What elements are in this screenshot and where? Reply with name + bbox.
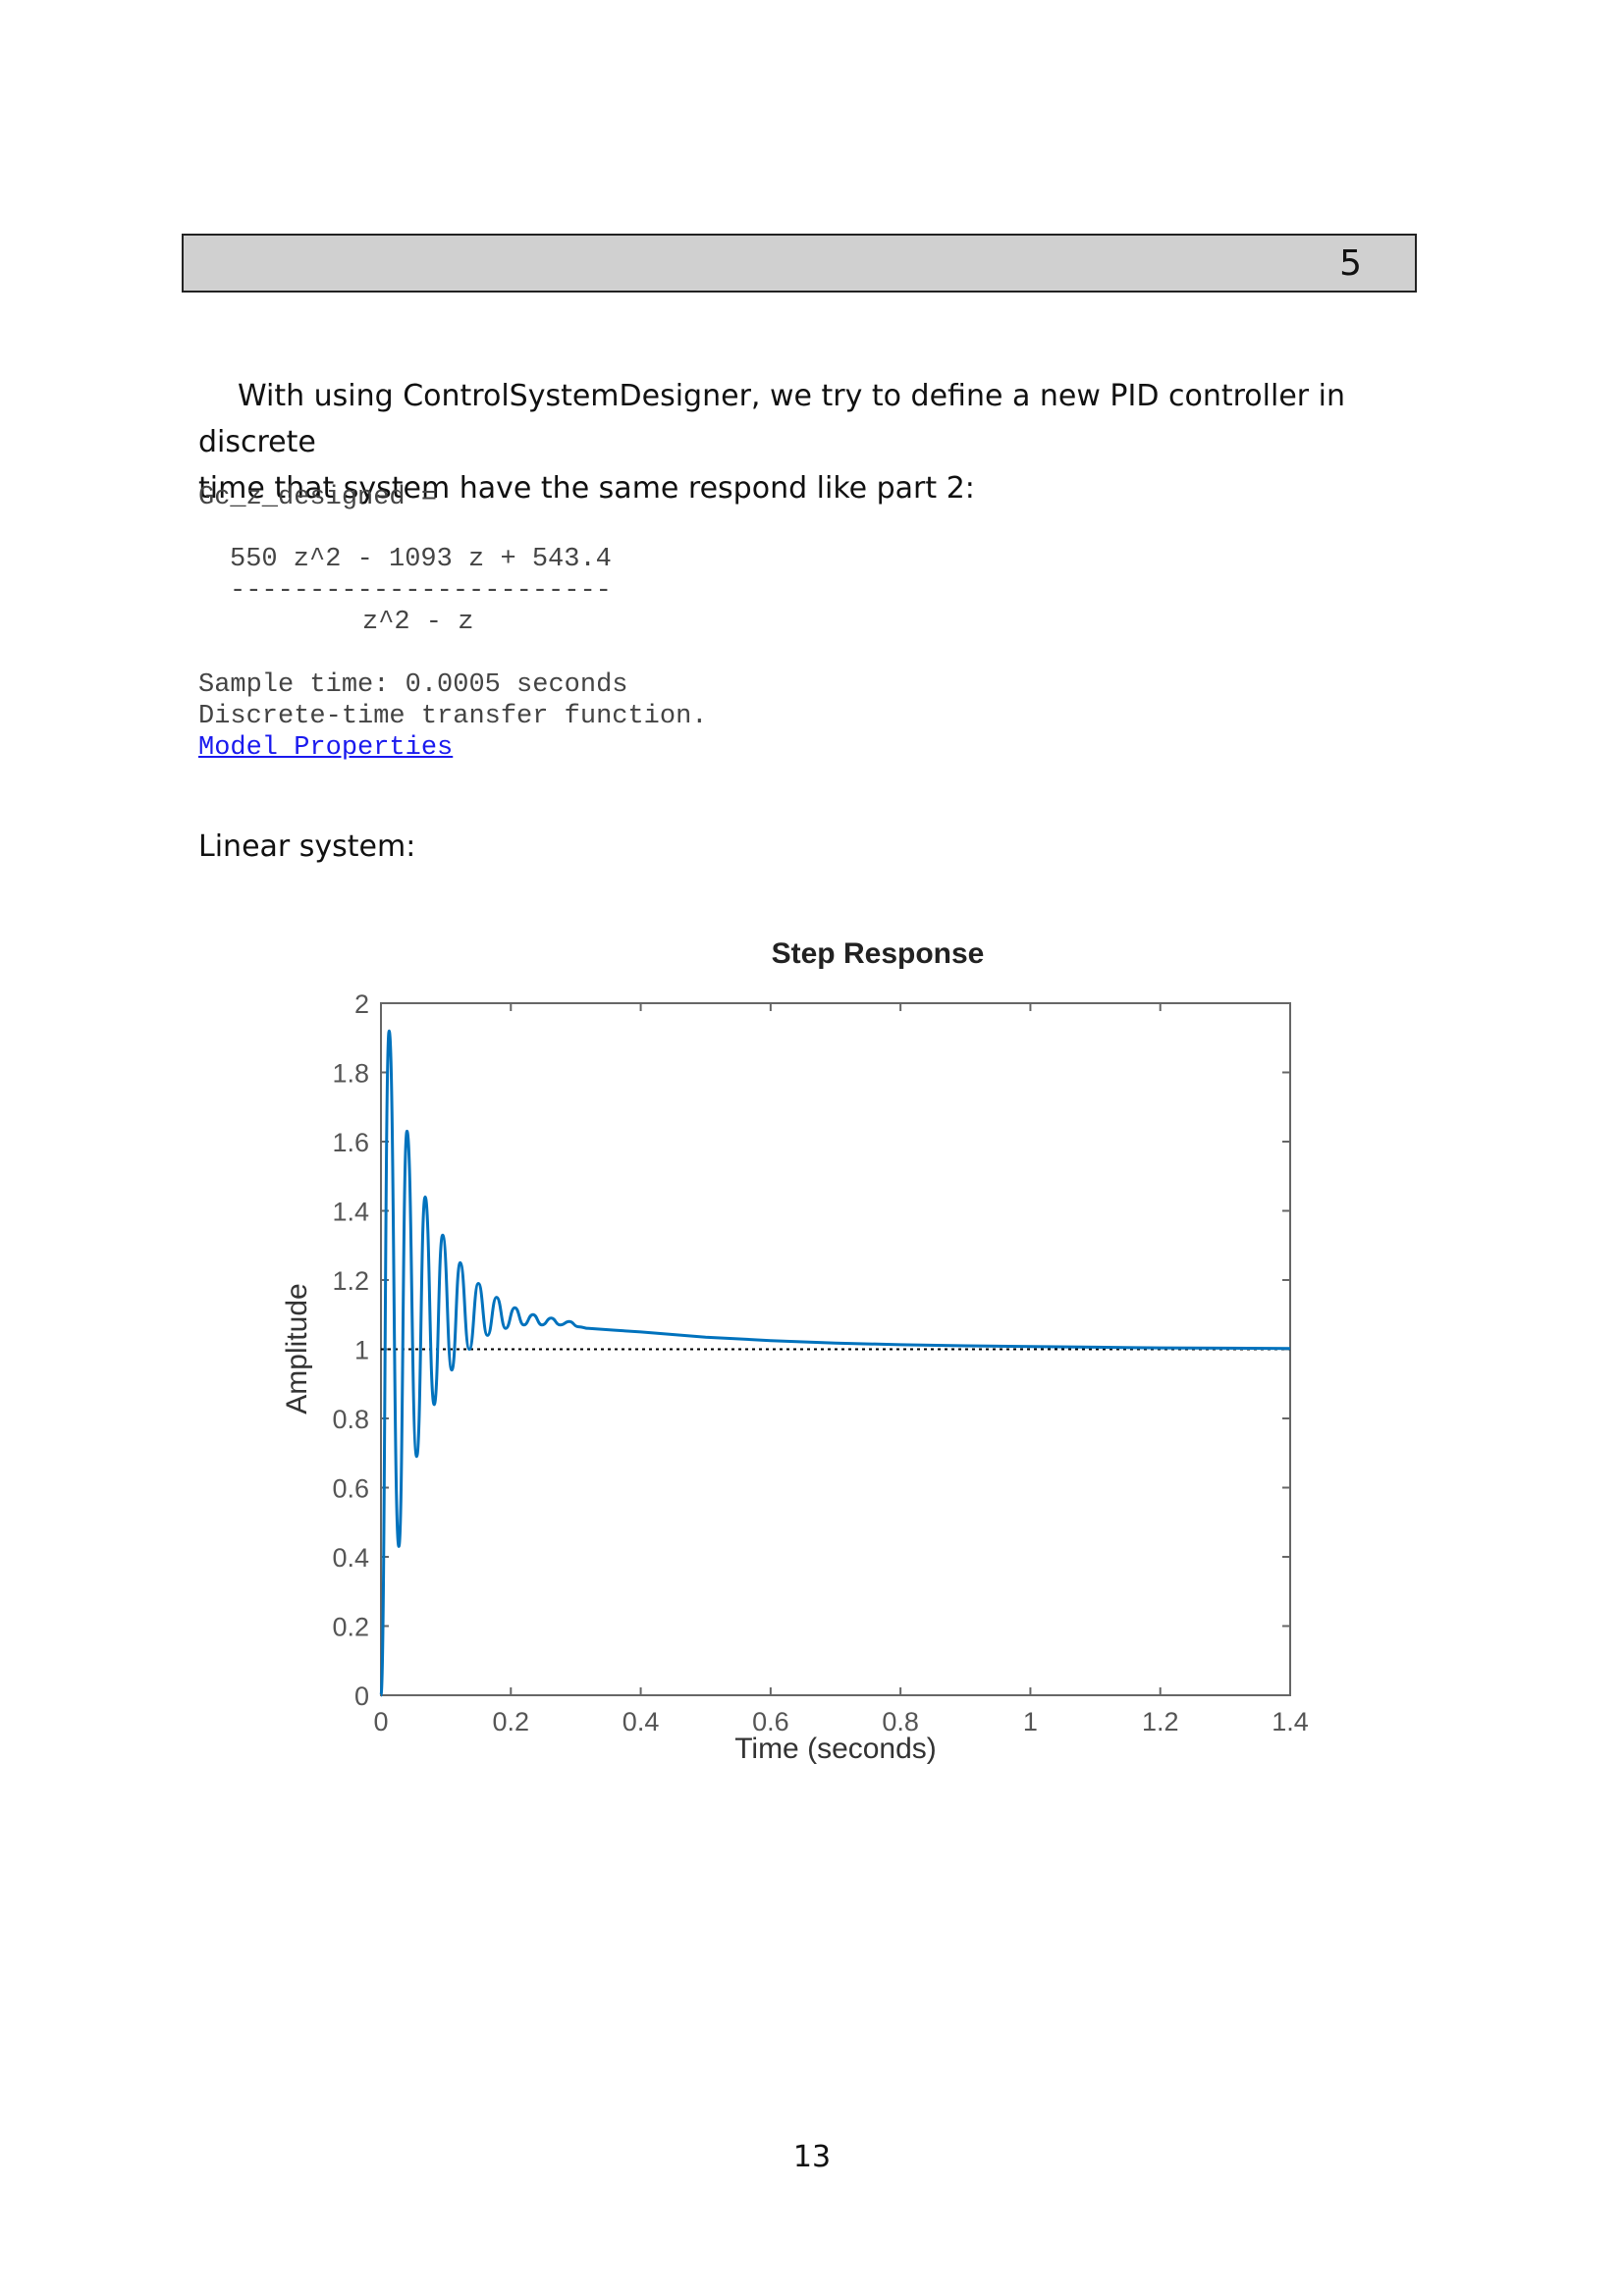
x-tick-labels: 0 0.2 0.4 0.6 0.8 1 1.2 1.4	[373, 1707, 1308, 1736]
x-tick-label: 0	[373, 1707, 388, 1736]
y-tick-label: 0	[354, 1682, 369, 1711]
section-header-bar: 5	[182, 234, 1417, 293]
x-axis-label: Time (seconds)	[734, 1733, 937, 1765]
x-tick-label: 1.4	[1272, 1707, 1309, 1736]
y-tick-label: 0.6	[332, 1474, 369, 1504]
y-tick-label: 1.4	[332, 1198, 369, 1227]
x-tick-label: 1.2	[1142, 1707, 1179, 1736]
code-description: Discrete-time transfer function.	[198, 702, 708, 731]
y-tick-label: 0.4	[332, 1543, 369, 1573]
code-denominator: z^2 - z	[362, 608, 474, 637]
y-tick-label: 1.6	[332, 1128, 369, 1157]
code-sample-time: Sample time: 0.0005 seconds	[198, 670, 628, 700]
section-label: Linear system:	[198, 829, 416, 864]
y-tick-label: 1.2	[332, 1266, 369, 1296]
y-tick-label: 0.2	[332, 1613, 369, 1642]
model-properties-link[interactable]: Model Properties	[198, 733, 454, 763]
intro-line-1: With using ControlSystemDesigner, we try…	[198, 379, 1345, 459]
x-tick-label: 0.8	[882, 1707, 919, 1736]
section-number: 5	[1339, 243, 1362, 284]
y-tick-labels: 0 0.2 0.4 0.6 0.8 1 1.2 1.4 1.6 1.8 2	[332, 989, 369, 1711]
code-var-line: Gc_z_designed =	[198, 483, 438, 512]
y-tick-label: 1	[354, 1336, 369, 1365]
y-tick-label: 2	[354, 989, 369, 1019]
x-tick-label: 0.4	[623, 1707, 660, 1736]
intro-line-2: time that system have the same respond l…	[198, 471, 975, 506]
code-numerator: 550 z^2 - 1093 z + 543.4	[230, 545, 612, 574]
x-tick-label: 0.6	[752, 1707, 789, 1736]
series-line-step-response	[379, 1029, 1291, 1697]
chart-title: Step Response	[772, 937, 985, 970]
intro-paragraph: With using ControlSystemDesigner, we try…	[198, 373, 1426, 511]
step-response-chart: Step Response 0 0.2 0.4 0.6 0.8 1 1.2 1.4 00.20…	[281, 937, 1309, 1765]
y-axis-label: Amplitude	[281, 1283, 313, 1414]
code-fraction-bar: ------------------------	[230, 576, 612, 606]
y-tick-label: 0.8	[332, 1405, 369, 1434]
x-tick-label: 1	[1023, 1707, 1038, 1736]
x-tick-label: 0.2	[493, 1707, 530, 1736]
y-tick-label: 1.8	[332, 1059, 369, 1089]
page-number: 13	[792, 2140, 832, 2174]
